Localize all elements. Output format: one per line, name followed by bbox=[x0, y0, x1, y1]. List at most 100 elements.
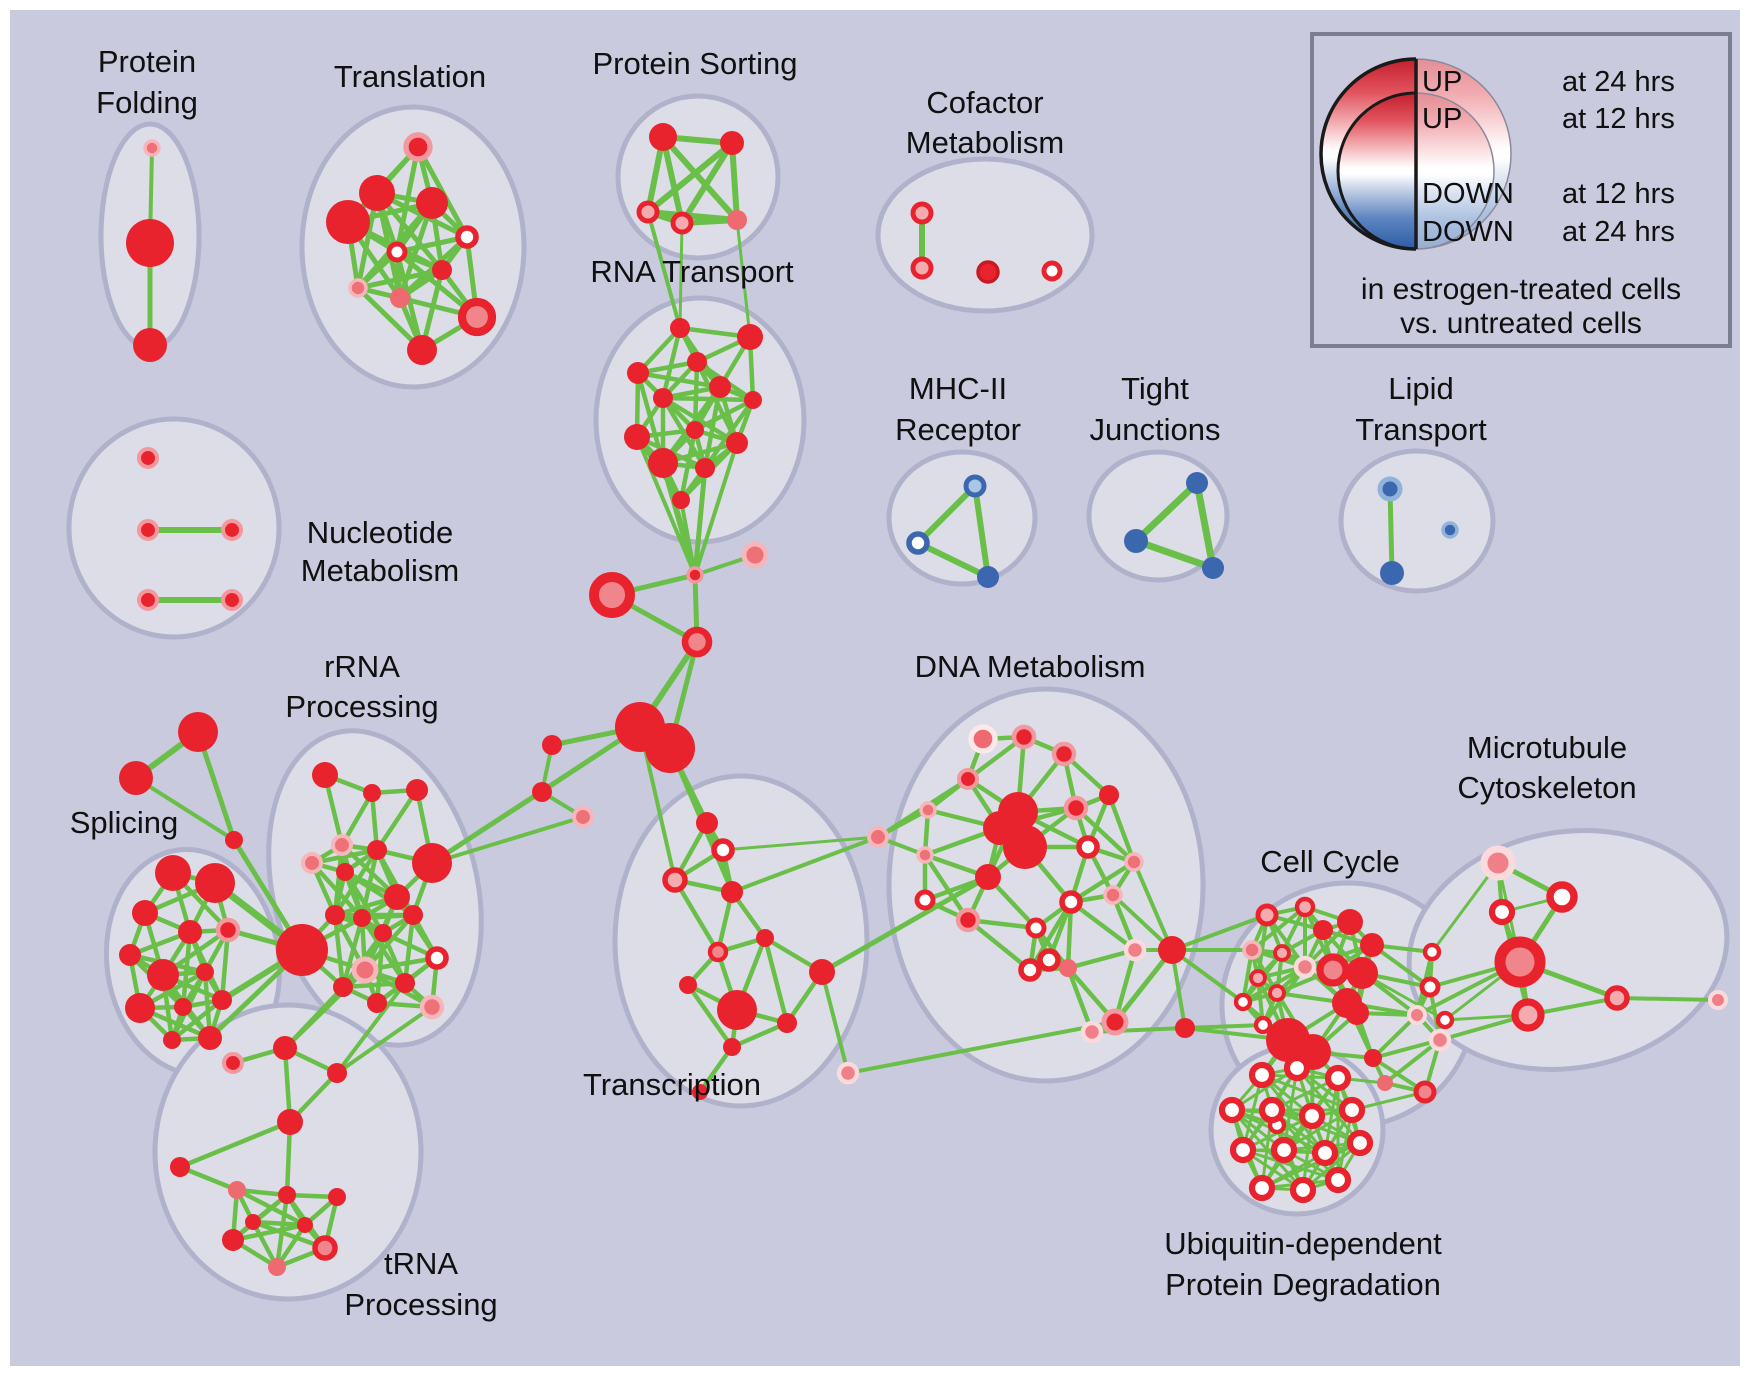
node-transcription-6[interactable] bbox=[679, 976, 697, 994]
node-cell-cycle-5[interactable] bbox=[1242, 940, 1262, 960]
node-protein-sorting-2[interactable] bbox=[636, 200, 660, 224]
node-dna-metabolism-15[interactable] bbox=[955, 907, 981, 933]
node-splicing-0[interactable] bbox=[155, 855, 191, 891]
node-nucleotide-metabolism-2[interactable] bbox=[220, 518, 244, 542]
node-protein-folding-1[interactable] bbox=[126, 219, 174, 267]
node-connectors-1[interactable] bbox=[119, 761, 153, 795]
node-connectors-11[interactable] bbox=[571, 805, 595, 829]
node-translation-1[interactable] bbox=[359, 175, 395, 211]
node-cell-cycle-7[interactable] bbox=[1293, 955, 1317, 979]
node-rna-transport-7[interactable] bbox=[686, 421, 704, 439]
node-ubiquitin-degradation-3[interactable] bbox=[1218, 1096, 1246, 1124]
node-rrna-processing-16[interactable] bbox=[395, 973, 415, 993]
node-cell-cycle-8[interactable] bbox=[1316, 953, 1350, 987]
node-splicing-6[interactable] bbox=[147, 959, 179, 991]
node-cell-cycle-22[interactable] bbox=[1407, 1005, 1427, 1025]
node-translation-10[interactable] bbox=[407, 335, 437, 365]
node-ubiquitin-degradation-12[interactable] bbox=[1289, 1176, 1317, 1204]
node-splicing-7[interactable] bbox=[196, 963, 214, 981]
node-trna-processing-11[interactable] bbox=[245, 1214, 261, 1230]
node-microtubule-cytoskeleton-3[interactable] bbox=[1494, 936, 1546, 988]
node-transcription-2[interactable] bbox=[662, 867, 688, 893]
node-trna-processing-6[interactable] bbox=[278, 1186, 296, 1204]
node-rrna-processing-0[interactable] bbox=[312, 762, 338, 788]
node-transcription-5[interactable] bbox=[707, 941, 729, 963]
node-dna-metabolism-6[interactable] bbox=[1063, 795, 1089, 821]
node-ubiquitin-degradation-9[interactable] bbox=[1311, 1139, 1339, 1167]
node-microtubule-cytoskeleton-1[interactable] bbox=[1546, 881, 1578, 913]
node-ubiquitin-degradation-8[interactable] bbox=[1270, 1136, 1298, 1164]
node-protein-folding-2[interactable] bbox=[133, 328, 167, 362]
node-ubiquitin-degradation-1[interactable] bbox=[1283, 1054, 1311, 1082]
node-transcription-4[interactable] bbox=[756, 929, 774, 947]
node-rna-transport-2[interactable] bbox=[687, 352, 707, 372]
node-protein-folding-0[interactable] bbox=[143, 139, 161, 157]
node-dna-metabolism-3[interactable] bbox=[956, 767, 980, 791]
node-translation-0[interactable] bbox=[403, 132, 433, 162]
node-connectors-12[interactable] bbox=[836, 1061, 860, 1085]
node-dna-metabolism-5[interactable] bbox=[1099, 785, 1119, 805]
node-ubiquitin-degradation-4[interactable] bbox=[1258, 1096, 1286, 1124]
node-rna-transport-5[interactable] bbox=[653, 388, 673, 408]
node-dna-metabolism-11[interactable] bbox=[1124, 852, 1144, 872]
node-transcription-9[interactable] bbox=[777, 1013, 797, 1033]
node-splicing-8[interactable] bbox=[125, 993, 155, 1023]
node-lipid-transport-2[interactable] bbox=[1441, 521, 1459, 539]
node-rrna-processing-8[interactable] bbox=[384, 884, 410, 910]
node-microtubule-cytoskeleton-2[interactable] bbox=[1488, 898, 1516, 926]
node-connectors-6[interactable] bbox=[681, 626, 713, 658]
node-connectors-13[interactable] bbox=[866, 825, 890, 849]
node-rna-transport-4[interactable] bbox=[709, 376, 731, 398]
node-dna-metabolism-17[interactable] bbox=[1103, 885, 1123, 905]
node-nucleotide-metabolism-1[interactable] bbox=[136, 518, 160, 542]
node-translation-8[interactable] bbox=[390, 288, 410, 308]
node-rrna-processing-17[interactable] bbox=[333, 977, 353, 997]
node-rrna-processing-11[interactable] bbox=[403, 905, 423, 925]
node-microtubule-cytoskeleton-4[interactable] bbox=[1604, 985, 1630, 1011]
node-transcription-8[interactable] bbox=[717, 990, 757, 1030]
node-microtubule-cytoskeleton-5[interactable] bbox=[1511, 998, 1545, 1032]
node-dna-metabolism-22[interactable] bbox=[1059, 959, 1077, 977]
node-trna-processing-12[interactable] bbox=[297, 1217, 313, 1233]
node-connectors-14[interactable] bbox=[1158, 936, 1186, 964]
node-connectors-8[interactable] bbox=[645, 723, 695, 773]
node-transcription-11[interactable] bbox=[692, 1084, 708, 1100]
node-rna-transport-10[interactable] bbox=[648, 448, 678, 478]
node-protein-sorting-1[interactable] bbox=[720, 131, 744, 155]
node-trna-processing-3[interactable] bbox=[277, 1109, 303, 1135]
node-tight-junctions-1[interactable] bbox=[1124, 529, 1148, 553]
node-rrna-processing-14[interactable] bbox=[425, 946, 449, 970]
node-protein-sorting-0[interactable] bbox=[649, 123, 677, 151]
node-rna-transport-0[interactable] bbox=[670, 318, 690, 338]
node-trna-processing-2[interactable] bbox=[327, 1063, 347, 1083]
node-trna-processing-1[interactable] bbox=[273, 1036, 297, 1060]
node-rrna-processing-1[interactable] bbox=[363, 784, 381, 802]
node-dna-metabolism-24[interactable] bbox=[1080, 1020, 1104, 1044]
node-dna-metabolism-9[interactable] bbox=[1003, 825, 1047, 869]
node-splicing-9[interactable] bbox=[174, 998, 192, 1016]
node-rrna-processing-7[interactable] bbox=[412, 843, 452, 883]
node-mhc-ii-receptor-1[interactable] bbox=[906, 531, 930, 555]
node-tight-junctions-0[interactable] bbox=[1186, 472, 1208, 494]
node-tight-junctions-2[interactable] bbox=[1202, 557, 1224, 579]
node-cell-cycle-11[interactable] bbox=[1268, 984, 1286, 1002]
node-cell-cycle-21[interactable] bbox=[1419, 976, 1441, 998]
node-rna-transport-6[interactable] bbox=[744, 391, 762, 409]
node-connectors-4[interactable] bbox=[741, 541, 769, 569]
node-dna-metabolism-13[interactable] bbox=[916, 846, 934, 864]
node-mhc-ii-receptor-0[interactable] bbox=[963, 474, 987, 498]
node-splicing-12[interactable] bbox=[198, 1026, 222, 1050]
node-cell-cycle-20[interactable] bbox=[1422, 942, 1442, 962]
node-microtubule-cytoskeleton-7[interactable] bbox=[1708, 990, 1728, 1010]
node-ubiquitin-degradation-11[interactable] bbox=[1248, 1174, 1276, 1202]
node-cell-cycle-19[interactable] bbox=[1413, 1080, 1437, 1104]
node-connectors-0[interactable] bbox=[178, 712, 218, 752]
node-cell-cycle-0[interactable] bbox=[1255, 903, 1279, 927]
node-splicing-10[interactable] bbox=[212, 990, 232, 1010]
node-translation-6[interactable] bbox=[432, 260, 452, 280]
node-connectors-3[interactable] bbox=[686, 566, 704, 584]
node-ubiquitin-degradation-2[interactable] bbox=[1324, 1064, 1352, 1092]
node-dna-metabolism-19[interactable] bbox=[1037, 948, 1061, 972]
node-splicing-4[interactable] bbox=[215, 917, 241, 943]
node-ubiquitin-degradation-7[interactable] bbox=[1229, 1136, 1257, 1164]
